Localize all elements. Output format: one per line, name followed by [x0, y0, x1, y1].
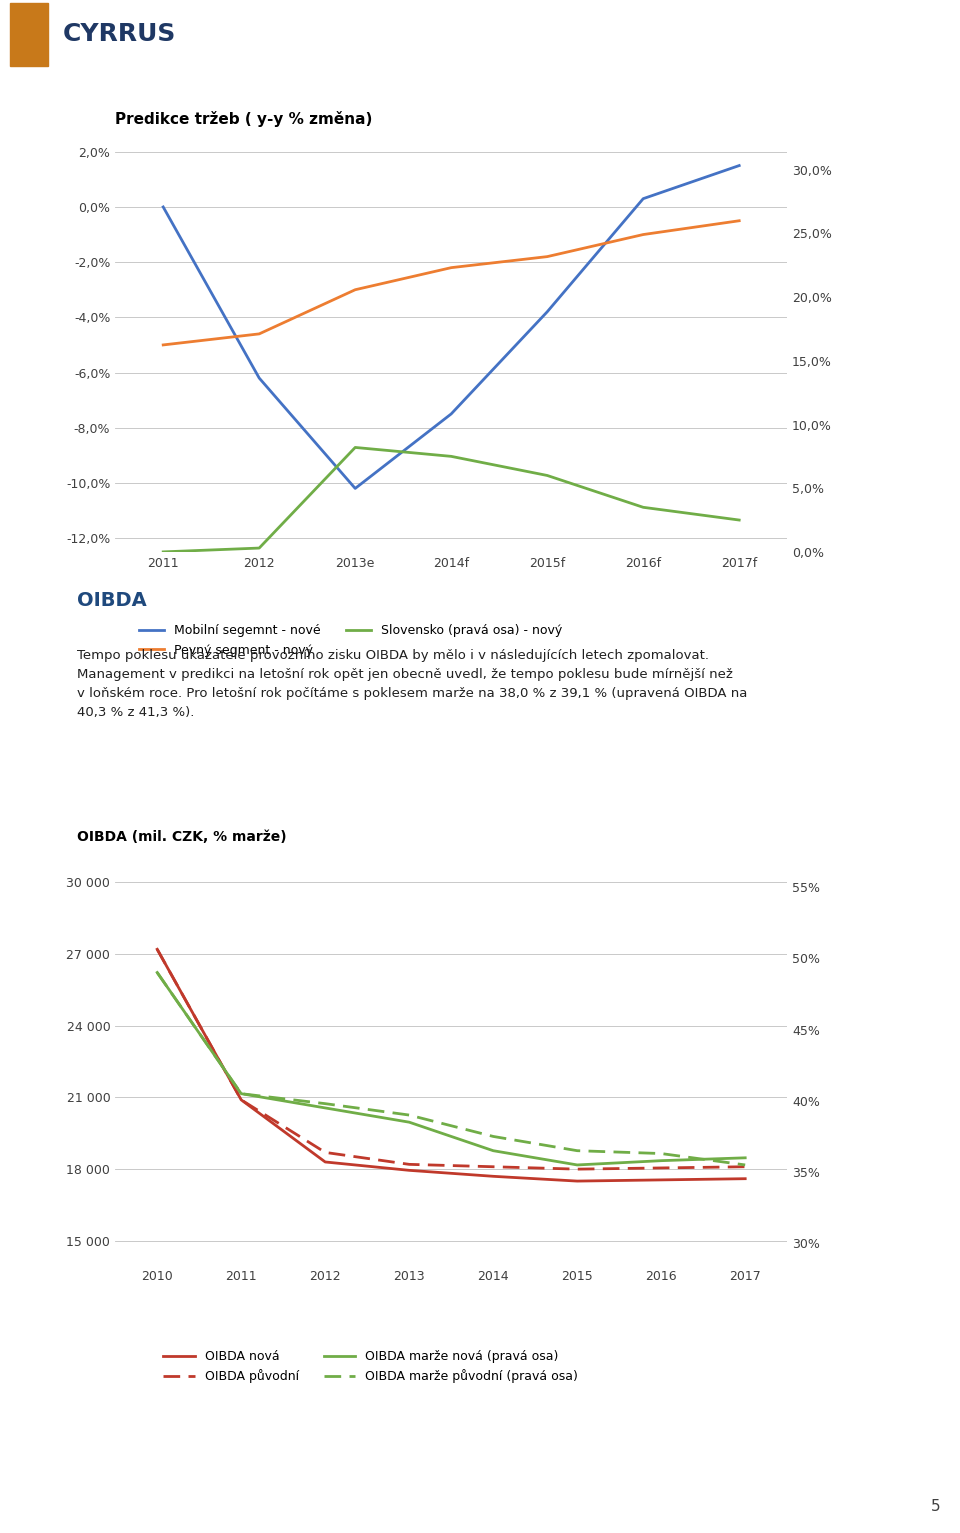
- Text: OIBDA (mil. CZK, % marže): OIBDA (mil. CZK, % marže): [77, 829, 286, 843]
- Text: Tempo poklesu ukazatele provozního zisku OIBDA by mělo i v následujících letech : Tempo poklesu ukazatele provozního zisku…: [77, 648, 747, 719]
- Legend: Mobilní segemnt - nové, Pevný segment - nový, Slovensko (pravá osa) - nový: Mobilní segemnt - nové, Pevný segment - …: [134, 619, 566, 662]
- Text: CYRRUS: CYRRUS: [62, 23, 176, 46]
- Text: 5: 5: [931, 1499, 941, 1513]
- Legend: OIBDA nová, OIBDA původní, OIBDA marže nová (pravá osa), OIBDA marže původní (pr: OIBDA nová, OIBDA původní, OIBDA marže n…: [158, 1346, 583, 1389]
- Text: Predikce tržeb ( y-y % změna): Predikce tržeb ( y-y % změna): [115, 110, 372, 127]
- Text: OIBDA: OIBDA: [77, 590, 147, 610]
- Bar: [10, 3, 48, 66]
